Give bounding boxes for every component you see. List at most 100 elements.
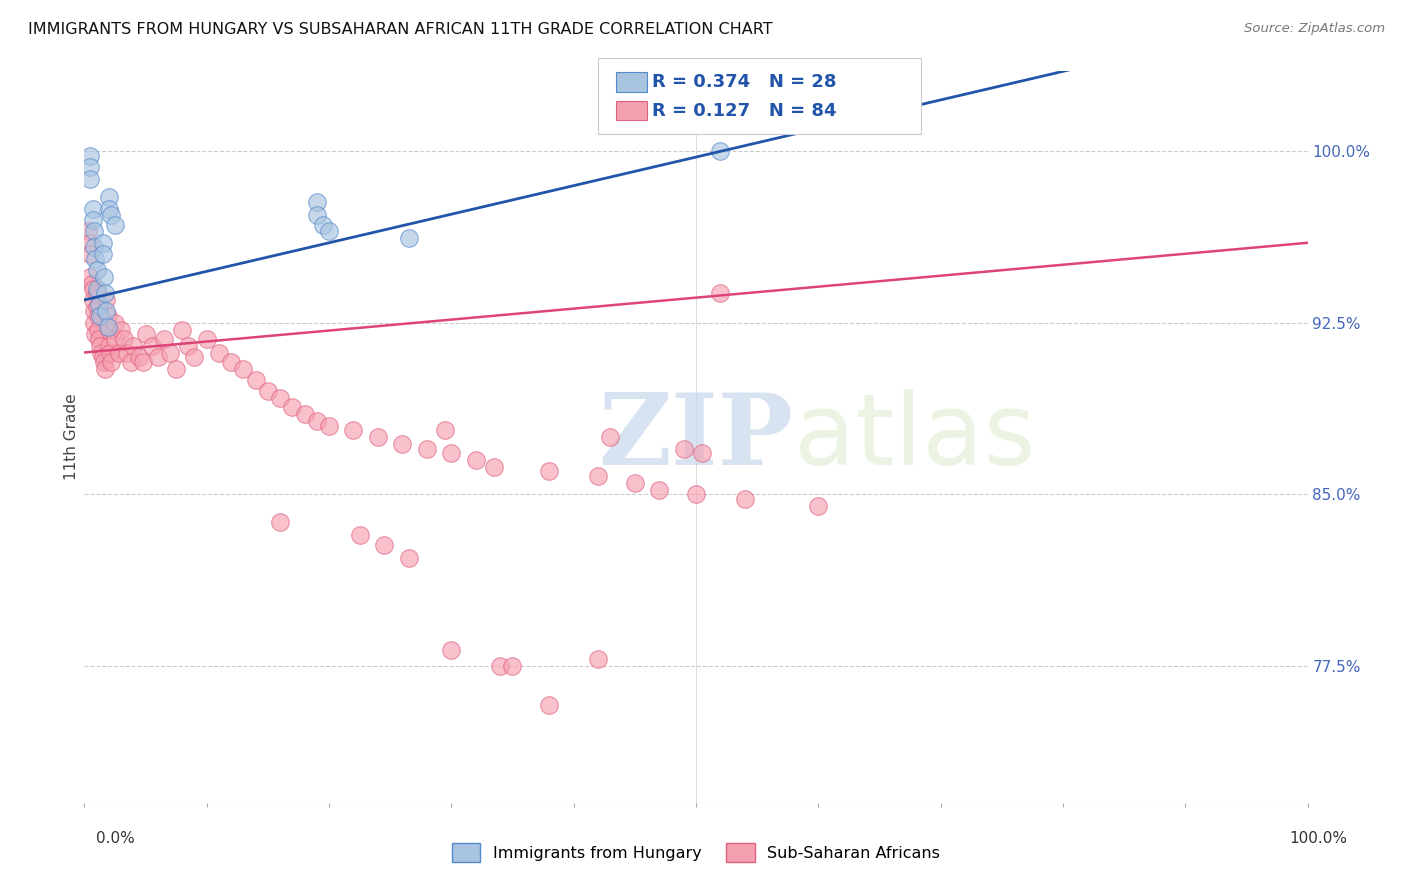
Point xyxy=(87,323,110,337)
Point xyxy=(77,235,100,250)
Point xyxy=(97,338,120,352)
Text: 0.0%: 0.0% xyxy=(96,831,135,846)
Point xyxy=(83,240,105,254)
Point xyxy=(100,354,122,368)
Point xyxy=(367,430,389,444)
Point xyxy=(709,286,731,301)
Point xyxy=(434,423,457,437)
Point xyxy=(94,286,117,301)
Point xyxy=(97,323,120,337)
Point xyxy=(305,208,328,222)
Point xyxy=(96,293,118,307)
Point xyxy=(153,332,176,346)
Point xyxy=(90,345,112,359)
Point xyxy=(97,309,120,323)
Legend: Immigrants from Hungary, Sub-Saharan Africans: Immigrants from Hungary, Sub-Saharan Afr… xyxy=(446,837,946,868)
Point xyxy=(79,161,101,175)
Point xyxy=(464,453,486,467)
Point xyxy=(128,350,150,364)
Point xyxy=(440,446,463,460)
Point xyxy=(183,350,205,364)
Point xyxy=(89,309,111,323)
Point xyxy=(91,235,114,250)
Point xyxy=(132,354,155,368)
Point xyxy=(98,345,121,359)
Point xyxy=(305,194,328,209)
Point xyxy=(82,202,104,216)
Text: ZIP: ZIP xyxy=(598,389,793,485)
Point xyxy=(91,350,114,364)
Point xyxy=(83,304,105,318)
Point xyxy=(159,345,181,359)
Text: Source: ZipAtlas.com: Source: ZipAtlas.com xyxy=(1244,22,1385,36)
Point xyxy=(219,354,242,368)
Point xyxy=(86,263,108,277)
Point xyxy=(586,652,609,666)
Point xyxy=(586,469,609,483)
Point xyxy=(79,171,101,186)
Point xyxy=(648,483,671,497)
Point xyxy=(232,361,254,376)
Point xyxy=(89,338,111,352)
Point xyxy=(538,464,561,478)
Point xyxy=(112,332,135,346)
Y-axis label: 11th Grade: 11th Grade xyxy=(63,393,79,481)
Point xyxy=(82,281,104,295)
Point xyxy=(91,247,114,261)
Point xyxy=(709,145,731,159)
Point xyxy=(269,391,291,405)
Point xyxy=(110,323,132,337)
Point xyxy=(349,528,371,542)
Point xyxy=(141,338,163,352)
Point xyxy=(104,218,127,232)
Point xyxy=(502,658,524,673)
Point xyxy=(281,401,304,415)
Point xyxy=(97,190,120,204)
Point xyxy=(482,459,505,474)
Point xyxy=(82,213,104,227)
Point xyxy=(807,499,830,513)
Point xyxy=(84,327,107,342)
Point xyxy=(86,281,108,295)
Point xyxy=(269,515,291,529)
Point xyxy=(342,423,364,437)
Point xyxy=(257,384,280,399)
Point xyxy=(79,247,101,261)
Point xyxy=(391,437,413,451)
Point xyxy=(122,338,145,352)
Point xyxy=(80,277,103,291)
Point xyxy=(77,224,100,238)
Point xyxy=(398,231,420,245)
Point xyxy=(195,332,218,346)
Point xyxy=(104,332,127,346)
Point xyxy=(599,430,621,444)
Point xyxy=(79,270,101,285)
Point xyxy=(305,414,328,428)
Text: IMMIGRANTS FROM HUNGARY VS SUBSAHARAN AFRICAN 11TH GRADE CORRELATION CHART: IMMIGRANTS FROM HUNGARY VS SUBSAHARAN AF… xyxy=(28,22,773,37)
Point xyxy=(489,658,512,673)
Point xyxy=(82,293,104,307)
Text: 100.0%: 100.0% xyxy=(1289,831,1347,846)
Point xyxy=(373,537,395,551)
Text: atlas: atlas xyxy=(794,389,1035,485)
Point xyxy=(165,361,187,376)
Point xyxy=(734,491,756,506)
Point xyxy=(84,252,107,266)
Point xyxy=(440,642,463,657)
Point xyxy=(120,354,142,368)
Point xyxy=(104,316,127,330)
Point xyxy=(107,345,129,359)
Point xyxy=(87,309,110,323)
Point xyxy=(538,698,561,712)
Point xyxy=(83,316,105,330)
Point xyxy=(96,304,118,318)
Point xyxy=(146,350,169,364)
Point xyxy=(318,224,340,238)
Point xyxy=(83,224,105,238)
Point xyxy=(245,373,267,387)
Point xyxy=(172,323,194,337)
Point xyxy=(690,446,713,460)
Point xyxy=(685,487,707,501)
Text: R = 0.374   N = 28: R = 0.374 N = 28 xyxy=(652,73,837,91)
Point xyxy=(79,149,101,163)
